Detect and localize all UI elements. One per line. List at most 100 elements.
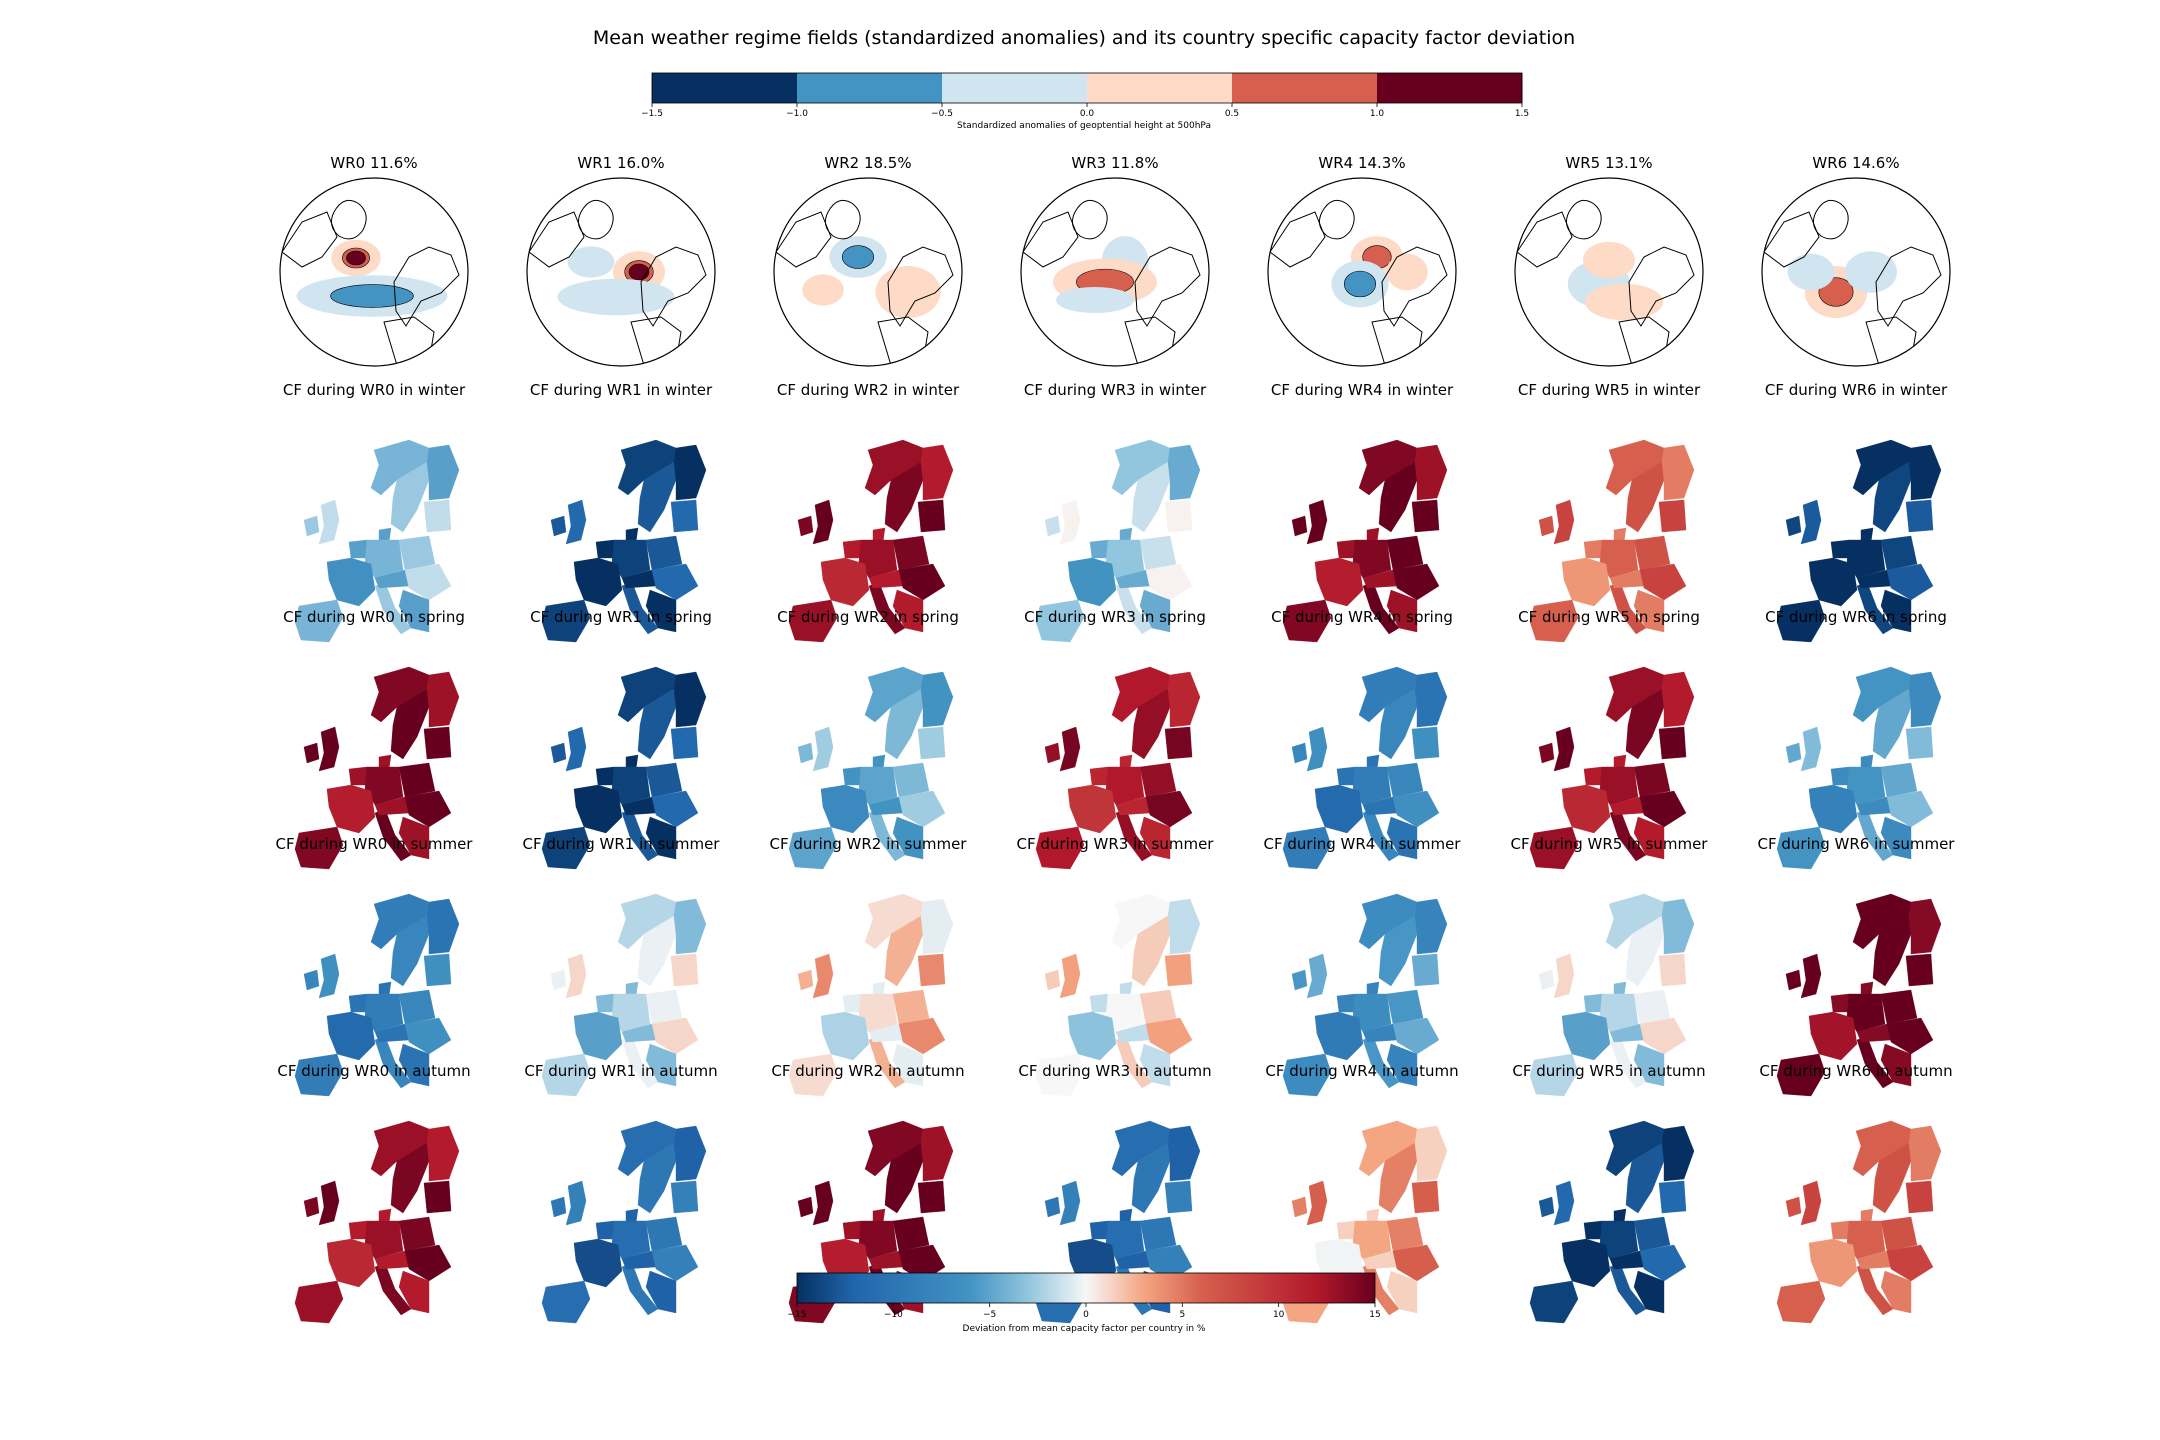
country-ie [1291, 515, 1308, 537]
country-ie [797, 742, 814, 764]
country-fi [426, 671, 460, 728]
country-es [1529, 1280, 1579, 1324]
cf-panel-title: CF during WR4 in winter [1271, 381, 1454, 399]
geopotential-colorbar-bin [1087, 73, 1233, 103]
country-ro [1392, 1244, 1440, 1282]
country-pl [1880, 535, 1918, 571]
cf-europe-map [1776, 893, 1942, 1097]
country-ie [303, 1196, 320, 1218]
cf-europe-map [1776, 439, 1942, 643]
country-balk [1880, 816, 1912, 860]
country-de [1352, 539, 1392, 579]
europe-coastline [1875, 246, 1942, 327]
country-fi [920, 671, 954, 728]
cf-europe-map [1529, 1120, 1695, 1324]
country-ie [1538, 742, 1555, 764]
country-ie [1044, 515, 1061, 537]
cf-europe-map [1035, 666, 1201, 870]
country-fr [1561, 1238, 1611, 1288]
country-pl [645, 1216, 683, 1252]
america-coastline [1269, 211, 1326, 268]
cf-deviation-colorbar-tick-label: −15 [788, 1310, 807, 1320]
country-fi [1414, 671, 1448, 728]
country-balk [1139, 816, 1171, 860]
country-es [294, 1280, 344, 1324]
country-ro [651, 563, 699, 601]
country-es [1035, 826, 1085, 870]
country-fr [820, 784, 870, 834]
country-balt [1658, 499, 1687, 533]
cf-panel-title: CF during WR0 in spring [283, 608, 465, 626]
cf-panel-title: CF during WR0 in autumn [277, 1062, 470, 1080]
country-bene [1089, 993, 1109, 1013]
country-uk [1306, 953, 1328, 999]
regime-title: WR2 18.5% [824, 154, 911, 172]
country-bene [1336, 539, 1356, 559]
country-ro [1639, 1017, 1687, 1055]
country-fr [1561, 557, 1611, 607]
country-balt [1658, 953, 1687, 987]
country-balk [1139, 589, 1171, 633]
country-ie [1291, 742, 1308, 764]
regime-title: WR0 11.6% [330, 154, 417, 172]
regime-title: WR6 14.6% [1812, 154, 1899, 172]
cf-deviation-colorbar-tick-label: 10 [1273, 1310, 1285, 1320]
country-uk [1553, 953, 1575, 999]
country-bene [595, 766, 615, 786]
country-de [364, 993, 404, 1033]
country-balk [892, 1043, 924, 1087]
country-bene [842, 539, 862, 559]
regime-maps-row: WR0 11.6% WR1 16.0% WR2 18.5% WR3 11.8% WR4 … [279, 154, 1951, 367]
country-fi [1167, 671, 1201, 728]
country-uk [1800, 499, 1822, 545]
country-pl [892, 1216, 930, 1252]
country-fi [1661, 444, 1695, 501]
country-balt [917, 953, 946, 987]
cf-panel-title: CF during WR5 in winter [1518, 381, 1701, 399]
country-ie [1538, 969, 1555, 991]
country-fi [1908, 1125, 1942, 1182]
country-fi [1908, 671, 1942, 728]
country-bene [1336, 766, 1356, 786]
country-bene [1830, 766, 1850, 786]
cf-panel-title: CF during WR1 in summer [523, 835, 721, 853]
cf-panel-title: CF during WR6 in autumn [1759, 1062, 1952, 1080]
cf-panel-title: CF during WR1 in spring [530, 608, 712, 626]
country-ie [1785, 742, 1802, 764]
country-es [541, 599, 591, 643]
country-fi [1167, 444, 1201, 501]
country-balt [1164, 953, 1193, 987]
country-balt [670, 499, 699, 533]
country-balk [645, 589, 677, 633]
country-fi [1661, 671, 1695, 728]
country-bene [1583, 993, 1603, 1013]
country-fr [1808, 1011, 1858, 1061]
country-fi [1414, 444, 1448, 501]
country-es [541, 826, 591, 870]
regime-title: WR4 14.3% [1318, 154, 1405, 172]
country-ie [550, 515, 567, 537]
cf-europe-map [1035, 893, 1201, 1097]
country-balk [645, 1270, 677, 1314]
country-balk [1633, 1043, 1665, 1087]
country-fi [1167, 898, 1201, 955]
europe-coastline [393, 246, 460, 327]
country-de [364, 539, 404, 579]
country-de [1105, 993, 1145, 1033]
country-uk [318, 726, 340, 772]
country-fi [1661, 898, 1695, 955]
country-de [1599, 993, 1639, 1033]
america-coastline [775, 211, 832, 268]
country-fr [820, 557, 870, 607]
country-fr [326, 1011, 376, 1061]
country-balk [398, 816, 430, 860]
country-ro [1639, 790, 1687, 828]
cf-panel-title: CF during WR0 in summer [276, 835, 474, 853]
country-fr [1067, 784, 1117, 834]
country-de [611, 766, 651, 806]
anomaly-contour [1056, 287, 1134, 313]
cf-panel-title: CF during WR4 in spring [1271, 608, 1453, 626]
country-uk [565, 1180, 587, 1226]
country-fi [1167, 1125, 1201, 1182]
anomaly-contour [567, 246, 615, 278]
